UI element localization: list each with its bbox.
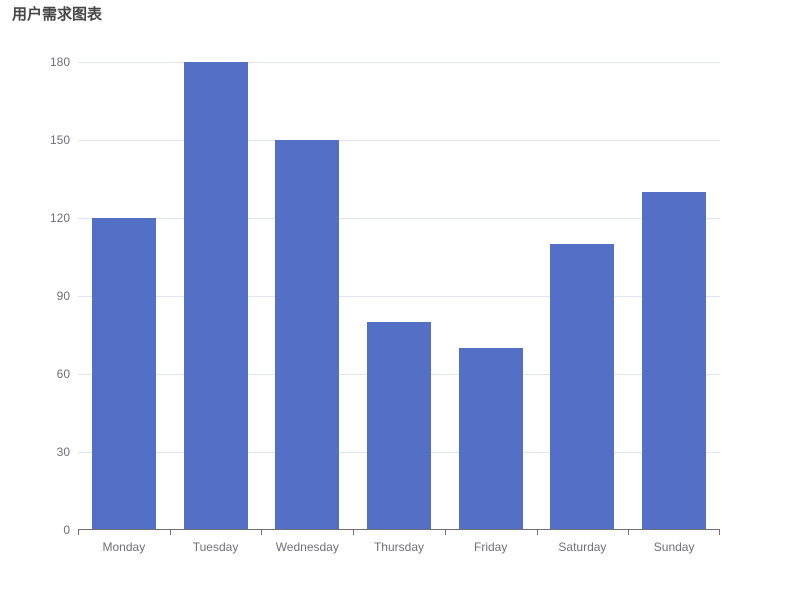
x-axis-tick: [628, 530, 630, 535]
gridline-120: [78, 218, 720, 219]
y-axis-tick-label-30: 30: [56, 445, 70, 459]
bar-sunday[interactable]: [642, 192, 707, 530]
x-axis-line: [78, 529, 720, 530]
y-axis-tick-label-180: 180: [49, 55, 70, 69]
y-axis-tick-label-150: 150: [49, 133, 70, 147]
y-axis-tick-label-0: 0: [63, 523, 70, 537]
x-axis-tick: [353, 530, 355, 535]
x-axis-label-thursday: Thursday: [373, 540, 424, 554]
y-axis-tick-label-90: 90: [56, 289, 70, 303]
x-axis-tick: [444, 530, 446, 535]
x-axis-tick: [536, 530, 538, 535]
bar-monday[interactable]: [91, 218, 156, 530]
plot-area: 0 30 60 90 120 150 180 Monday Tuesday Wednesday Th…: [50, 55, 720, 554]
x-axis-tick: [719, 530, 720, 535]
gridline-90: [78, 296, 720, 297]
bar-saturday[interactable]: [550, 244, 615, 530]
x-axis-tick: [169, 530, 171, 535]
bar-wednesday[interactable]: [275, 140, 340, 530]
y-axis-tick-label-60: 60: [56, 367, 70, 381]
x-axis-label-monday: Monday: [102, 540, 146, 554]
gridline-180: [78, 62, 720, 63]
x-axis-label-friday: Friday: [474, 540, 508, 554]
bar-thursday[interactable]: [367, 322, 431, 530]
x-axis-tick: [261, 530, 263, 535]
x-axis-label-tuesday: Tuesday: [192, 540, 239, 554]
x-axis-tick: [78, 530, 79, 535]
bar-tuesday[interactable]: [183, 62, 248, 530]
x-axis-label-wednesday: Wednesday: [275, 540, 339, 554]
y-axis-tick-label-120: 120: [49, 211, 70, 225]
x-axis-label-saturday: Saturday: [558, 540, 607, 554]
chart-title: 用户需求图表: [12, 6, 103, 23]
bar-friday[interactable]: [458, 348, 523, 530]
x-axis-label-sunday: Sunday: [653, 540, 695, 554]
gridline-150: [78, 140, 720, 141]
